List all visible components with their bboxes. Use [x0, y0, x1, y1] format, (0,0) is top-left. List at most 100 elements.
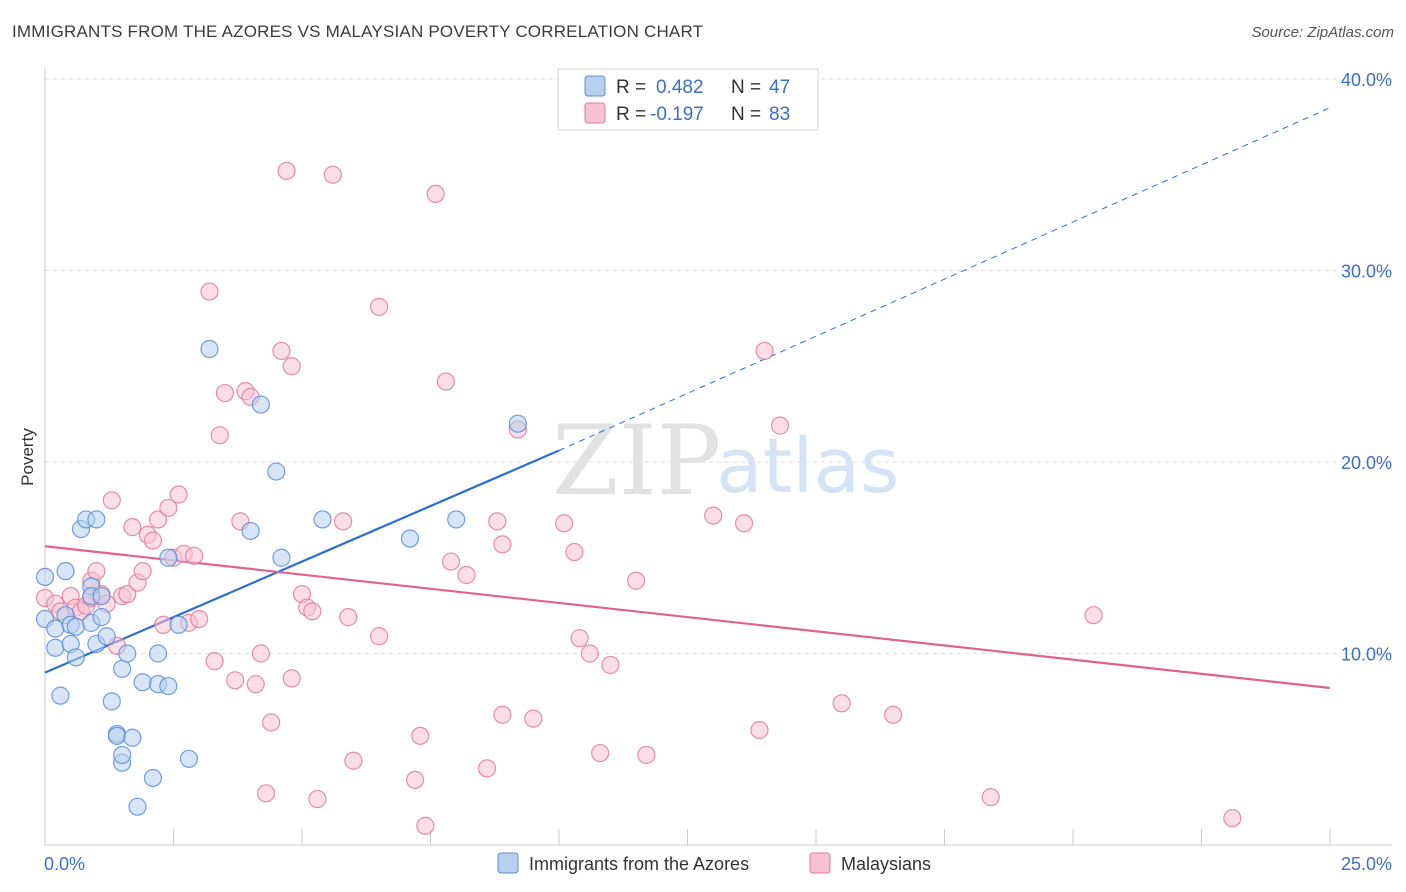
point-malaysians: [457, 565, 476, 585]
point-malaysians: [555, 514, 574, 533]
point-malaysians: [154, 615, 173, 634]
point-azores: [159, 548, 178, 567]
point-azores: [400, 529, 420, 548]
trend-line-malaysians: [44, 545, 1331, 690]
legend-r-value: -0.197: [650, 104, 704, 125]
point-malaysians: [832, 694, 851, 713]
bottom-legend-swatch-pink: [809, 852, 831, 874]
point-malaysians: [282, 669, 301, 688]
point-malaysians: [323, 165, 342, 184]
point-malaysians: [256, 784, 276, 803]
point-malaysians: [200, 282, 219, 301]
x-tick-label: 25.0%: [1341, 854, 1392, 874]
point-malaysians: [334, 512, 353, 531]
y-tick-label: 20.0%: [1341, 453, 1392, 473]
point-azores: [35, 567, 55, 587]
point-malaysians: [205, 652, 224, 671]
bottom-legend-label-azores: Immigrants from the Azores: [529, 854, 749, 874]
point-malaysians: [441, 552, 461, 571]
point-azores: [272, 548, 291, 567]
watermark-zip: ZIP: [552, 405, 721, 517]
point-azores: [241, 521, 260, 541]
tick-labels: 10.0% 20.0% 30.0% 40.0% 0.0% 25.0%: [44, 70, 1392, 874]
point-malaysians: [344, 751, 363, 770]
point-malaysians: [1084, 606, 1103, 625]
bottom-legend-swatch-blue: [497, 852, 519, 874]
point-malaysians: [133, 562, 152, 581]
point-azores: [200, 339, 219, 359]
source-label: Source: ZipAtlas.com: [1251, 24, 1394, 41]
point-azores: [51, 686, 70, 705]
point-azores: [118, 644, 137, 663]
point-azores: [112, 745, 132, 765]
point-malaysians: [246, 675, 265, 694]
gridlines: [45, 78, 1392, 654]
point-malaysians: [272, 341, 291, 361]
watermark-atlas: atlas: [716, 421, 900, 510]
point-malaysians: [426, 184, 445, 203]
point-azores: [66, 617, 85, 636]
point-malaysians: [770, 416, 790, 435]
trend-line-azores-extrapolated: [558, 107, 1331, 451]
point-azores: [66, 648, 85, 667]
point-malaysians: [436, 372, 456, 391]
point-azores: [313, 510, 332, 529]
point-azores: [447, 510, 466, 529]
point-azores: [112, 659, 132, 678]
point-malaysians: [493, 705, 512, 724]
point-azores: [123, 728, 142, 747]
series-legend: Immigrants from the Azores Malaysians: [497, 852, 931, 874]
stats-legend: R = 0.482 N = 47 R = -0.197 N = 83: [557, 68, 819, 131]
point-malaysians: [601, 655, 620, 675]
point-malaysians: [370, 627, 389, 646]
point-azores: [102, 692, 121, 711]
point-malaysians: [565, 542, 584, 562]
point-malaysians: [118, 585, 137, 604]
point-malaysians: [524, 709, 543, 728]
point-malaysians: [477, 759, 497, 778]
point-malaysians: [1223, 809, 1242, 828]
point-malaysians: [282, 357, 301, 376]
point-azores: [56, 562, 75, 581]
point-malaysians: [184, 546, 204, 565]
point-malaysians: [416, 816, 435, 835]
legend-r-value: 0.482: [656, 77, 704, 98]
point-malaysians: [734, 514, 754, 533]
point-malaysians: [488, 512, 507, 531]
point-malaysians: [190, 609, 209, 629]
point-malaysians: [981, 788, 1000, 807]
point-malaysians: [169, 485, 188, 504]
point-malaysians: [883, 705, 903, 724]
x-tick-label: 0.0%: [44, 854, 85, 874]
y-axis-title: Poverty: [18, 428, 37, 486]
chart-title: IMMIGRANTS FROM THE AZORES VS MALAYSIAN …: [12, 22, 704, 41]
point-malaysians: [704, 506, 723, 525]
legend-swatch-pink: [584, 102, 606, 124]
data-points: [35, 161, 1242, 835]
point-malaysians: [303, 602, 322, 621]
point-malaysians: [277, 161, 296, 181]
point-malaysians: [493, 535, 512, 554]
point-malaysians: [123, 518, 142, 537]
point-malaysians: [339, 608, 358, 627]
point-malaysians: [750, 720, 769, 740]
point-azores: [133, 673, 152, 692]
legend-r-label: R =: [616, 104, 646, 125]
y-tick-label: 40.0%: [1341, 70, 1392, 90]
y-tick-label: 10.0%: [1341, 645, 1392, 665]
point-azores: [143, 768, 163, 788]
trend-lines: [44, 107, 1331, 690]
point-malaysians: [148, 510, 168, 529]
legend-n-label: N =: [731, 104, 761, 125]
point-malaysians: [591, 743, 610, 763]
point-malaysians: [226, 671, 245, 690]
bottom-legend-label-malaysians: Malaysians: [841, 854, 931, 874]
point-azores: [251, 395, 270, 414]
point-malaysians: [626, 571, 646, 590]
point-azores: [97, 627, 116, 646]
y-tick-label: 30.0%: [1341, 262, 1392, 282]
trend-line-azores: [44, 449, 560, 674]
point-azores: [87, 510, 106, 529]
point-malaysians: [755, 341, 774, 361]
point-azores: [508, 414, 527, 433]
